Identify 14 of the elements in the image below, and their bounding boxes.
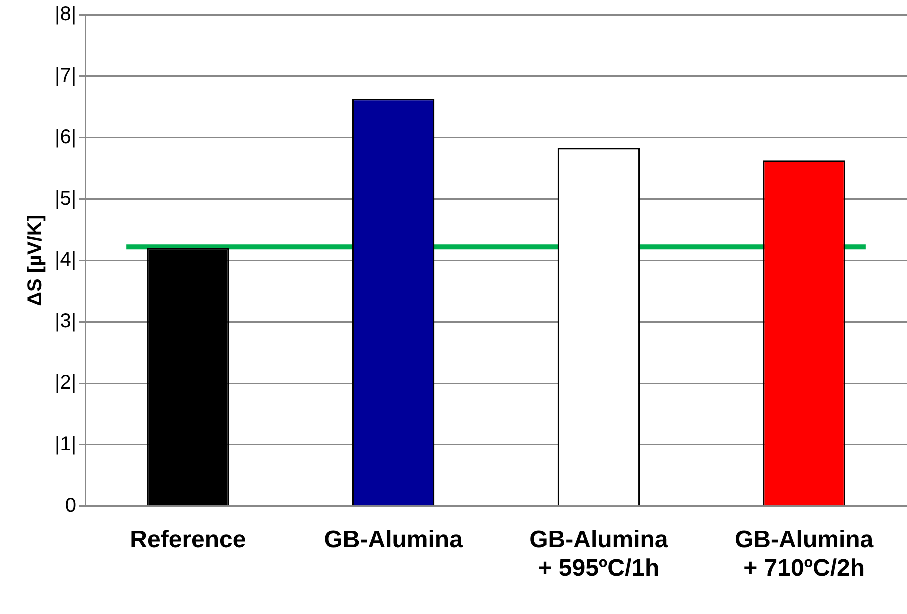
y-tick-label: 0 xyxy=(65,494,77,517)
y-tick-label: |1| xyxy=(55,433,77,456)
x-tick-label: Reference xyxy=(130,526,246,554)
x-tick-label: GB-Alumina + 710ºC/2h xyxy=(734,526,874,582)
x-tick-label: GB-Alumina + 595ºC/1h xyxy=(530,526,669,582)
y-tick-label: |8| xyxy=(55,4,77,26)
y-axis-title: ΔS [µV/K] xyxy=(24,214,47,306)
y-tick-label: |6| xyxy=(55,126,77,148)
y-tick-label: |4| xyxy=(55,249,77,272)
x-tick-label: GB-Alumina xyxy=(324,526,464,554)
y-tick-label: |3| xyxy=(55,310,77,333)
y-tick-label: |7| xyxy=(55,64,77,87)
y-tick-label: |5| xyxy=(55,188,77,210)
y-tick-label: |2| xyxy=(55,372,77,394)
